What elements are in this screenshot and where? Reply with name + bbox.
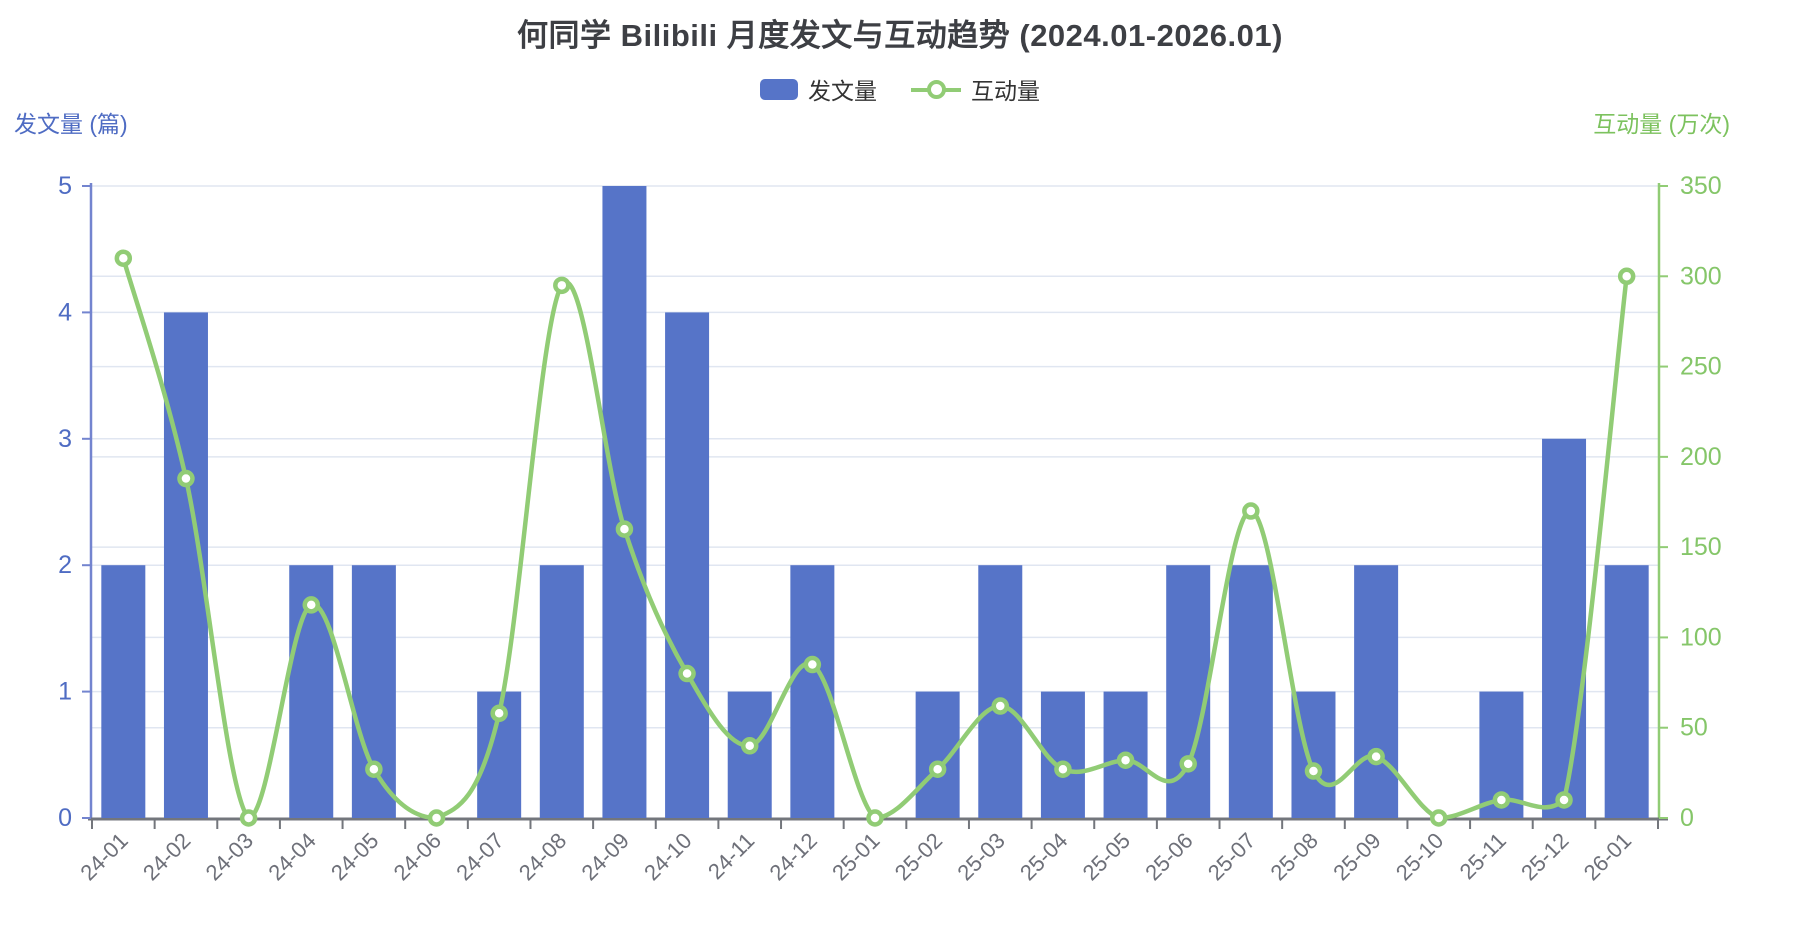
x-axis-tick-label: 25-07	[1203, 828, 1260, 885]
left-axis-tick-label: 4	[58, 298, 72, 326]
point-24-11[interactable]	[740, 737, 759, 755]
x-axis-tick-label: 24-07	[451, 828, 508, 885]
point-24-08[interactable]	[553, 276, 571, 295]
left-axis-tick-label: 0	[58, 804, 72, 832]
legend-label: 发文量	[808, 78, 877, 104]
point-26-01[interactable]	[1617, 267, 1636, 286]
point-24-04[interactable]	[302, 596, 320, 614]
x-axis-tick-label: 25-09	[1328, 828, 1385, 885]
point-25-09[interactable]	[1367, 747, 1385, 766]
line-series-path	[121, 255, 1629, 821]
line-series-swatch-icon	[911, 79, 961, 100]
point-25-05[interactable]	[1116, 751, 1135, 769]
right-axis-tick-label: 0	[1680, 804, 1694, 832]
x-axis-tick-label: 24-11	[703, 828, 759, 884]
x-axis-tick-label: 24-02	[138, 828, 195, 885]
x-axis-tick-label: 25-11	[1455, 828, 1511, 884]
x-axis-tick-label: 25-03	[952, 828, 1009, 885]
point-24-02[interactable]	[177, 469, 195, 488]
point-24-12[interactable]	[803, 655, 822, 674]
left-axis-tick-label: 3	[58, 425, 72, 453]
x-axis-tick-label: 24-01	[75, 828, 132, 885]
point-25-02[interactable]	[928, 760, 947, 778]
legend: 发文量 互动量	[0, 74, 1800, 104]
point-25-08[interactable]	[1304, 762, 1323, 780]
bar-25-09[interactable]	[1354, 565, 1399, 818]
point-25-10[interactable]	[1430, 809, 1448, 827]
x-axis-tick-label: 25-02	[890, 828, 947, 885]
left-axis-tick-label: 5	[58, 172, 72, 200]
point-24-10[interactable]	[678, 664, 696, 683]
x-axis-tick-label: 25-01	[827, 828, 884, 885]
bar-25-07[interactable]	[1228, 565, 1273, 818]
bar-series-swatch-icon	[760, 78, 798, 100]
x-axis-tick-label: 26-01	[1579, 828, 1636, 885]
point-24-05[interactable]	[365, 760, 383, 778]
point-25-03[interactable]	[991, 697, 1010, 715]
bar-series	[101, 186, 1649, 818]
point-24-09[interactable]	[615, 520, 634, 538]
right-axis-tick-label: 350	[1680, 172, 1722, 200]
x-axis-tick-label: 24-09	[577, 828, 634, 885]
bar-25-06[interactable]	[1166, 565, 1211, 818]
x-axis-tick-label: 24-08	[514, 828, 571, 885]
point-25-04[interactable]	[1054, 760, 1072, 778]
bar-25-03[interactable]	[978, 565, 1023, 818]
x-axis-tick-label: 24-12	[764, 828, 821, 885]
left-axis-tick-label: 2	[58, 551, 72, 579]
bar-24-09[interactable]	[602, 186, 647, 818]
right-axis-tick-label: 100	[1680, 623, 1722, 651]
point-24-01[interactable]	[114, 249, 133, 267]
x-axis-tick-label: 25-08	[1266, 828, 1323, 885]
bar-24-10[interactable]	[665, 312, 710, 818]
point-25-06[interactable]	[1179, 755, 1197, 773]
right-axis-tick-label: 300	[1680, 262, 1722, 290]
bar-26-01[interactable]	[1604, 565, 1649, 818]
right-axis-tick-label: 50	[1680, 714, 1708, 742]
bar-25-12[interactable]	[1542, 438, 1587, 818]
bar-24-05[interactable]	[351, 565, 396, 818]
line-series-points	[114, 249, 1636, 827]
x-axis-tick-label: 25-06	[1140, 828, 1197, 885]
chart-title: 何同学 Bilibili 月度发文与互动趋势 (2024.01-2026.01)	[517, 18, 1283, 53]
point-25-01[interactable]	[866, 809, 884, 827]
x-axis-tick-label: 25-05	[1078, 828, 1135, 885]
x-axis-tick-label: 24-05	[326, 828, 383, 885]
bar-24-01[interactable]	[101, 565, 146, 818]
right-axis-title: 互动量 (万次)	[1593, 111, 1730, 137]
right-axis-tick-label: 200	[1680, 443, 1722, 471]
x-axis-tick-label: 24-04	[263, 828, 320, 885]
point-25-12[interactable]	[1555, 791, 1573, 809]
left-axis-tick-label: 1	[58, 678, 72, 706]
axis-ticks	[82, 185, 1668, 829]
point-25-11[interactable]	[1492, 791, 1511, 809]
x-axis-tick-label: 25-10	[1391, 828, 1448, 885]
point-25-07[interactable]	[1242, 502, 1260, 520]
x-axis-tick-label: 25-12	[1516, 828, 1573, 885]
legend-label: 互动量	[971, 78, 1040, 104]
x-axis-tick-label: 24-03	[201, 828, 258, 885]
right-axis-tick-label: 250	[1680, 353, 1722, 381]
point-24-07[interactable]	[490, 704, 508, 723]
legend-item-bar-series[interactable]: 发文量	[760, 72, 877, 106]
left-axis-title: 发文量 (篇)	[14, 111, 128, 137]
right-axis-tick-label: 150	[1680, 533, 1722, 561]
x-axis-tick-label: 25-04	[1015, 828, 1072, 885]
bar-24-08[interactable]	[539, 565, 584, 818]
point-24-03[interactable]	[239, 809, 258, 827]
legend-item-line-series[interactable]: 互动量	[911, 72, 1040, 106]
x-axis-tick-label: 24-06	[389, 828, 446, 885]
x-axis-tick-label: 24-10	[639, 828, 696, 885]
bar-24-11[interactable]	[727, 691, 772, 818]
point-24-06[interactable]	[427, 809, 446, 827]
